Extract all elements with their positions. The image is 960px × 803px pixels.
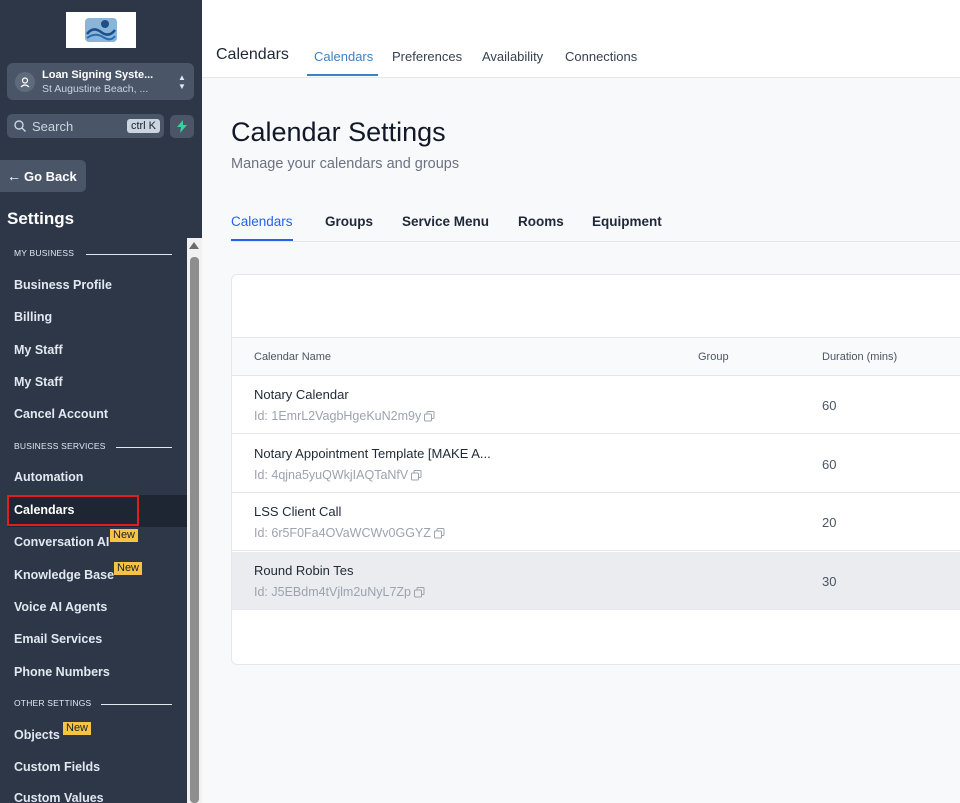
calendar-id-text: Id: 1EmrL2VagbHgeKuN2m9y (254, 409, 422, 423)
search-shortcut: ctrl K (126, 119, 160, 133)
sidebar-item-custom-values[interactable]: Custom Values (14, 791, 104, 803)
sidebar-item-calendars[interactable]: Calendars (14, 503, 75, 517)
sidebar-item-business-profile[interactable]: Business Profile (14, 278, 112, 292)
new-badge: New (114, 562, 143, 575)
calendars-table-card: Calendar Name Group Duration (mins) Nota… (231, 274, 960, 665)
calendar-id: Id: 4qjna5yuQWkjIAQTaNfV (254, 468, 422, 482)
arrow-left-icon: ← (7, 168, 21, 184)
quick-action-button[interactable] (170, 115, 194, 138)
sidebar-item-voice-ai-agents[interactable]: Voice AI Agents (14, 600, 108, 614)
calendar-id-text: Id: J5EBdm4tVjlm2uNyL7Zp (254, 585, 412, 599)
copy-icon[interactable] (433, 527, 445, 539)
company-logo[interactable] (66, 12, 136, 48)
new-badge: New (110, 529, 139, 542)
search-input[interactable]: Search ctrl K (7, 114, 164, 138)
search-placeholder: Search (32, 118, 74, 134)
page-subtitle: Manage your calendars and groups (231, 156, 460, 172)
sidebar-item-conversation-ai[interactable]: Conversation AI (14, 535, 110, 549)
calendar-duration: 60 (822, 457, 837, 472)
sidebar-item-objects[interactable]: Objects (14, 728, 60, 742)
active-subtab-indicator (231, 239, 293, 241)
sidebar: Loan Signing Syste... St Augustine Beach… (0, 0, 202, 803)
table-row[interactable]: LSS Client Call Id: 6r5F0Fa4OVaWCWv0GGYZ… (232, 493, 960, 551)
column-group[interactable]: Group (698, 351, 729, 363)
column-duration[interactable]: Duration (mins) (822, 351, 898, 363)
top-bar: Calendars Calendars Preferences Availabi… (202, 0, 960, 78)
section-divider (116, 447, 172, 448)
subtab-equipment[interactable]: Equipment (592, 214, 662, 229)
sidebar-item-my-staff[interactable]: My Staff (14, 343, 63, 357)
table-row[interactable]: Round Robin Tes Id: J5EBdm4tVjlm2uNyL7Zp… (232, 552, 960, 610)
table-row[interactable]: Notary Appointment Template [MAKE A... I… (232, 435, 960, 493)
tab-connections[interactable]: Connections (565, 49, 638, 64)
calendar-name[interactable]: Round Robin Tes (254, 563, 354, 578)
new-badge: New (63, 722, 92, 735)
table-row[interactable]: Notary Calendar Id: 1EmrL2VagbHgeKuN2m9y… (232, 376, 960, 434)
tab-availability[interactable]: Availability (482, 49, 544, 64)
subtab-groups[interactable]: Groups (325, 214, 374, 229)
copy-icon[interactable] (424, 410, 435, 422)
section-business-services: BUSINESS SERVICES (14, 441, 106, 451)
calendar-id: Id: 6r5F0Fa4OVaWCWv0GGYZ (254, 526, 445, 540)
sidebar-item-billing[interactable]: Billing (14, 310, 53, 324)
sidebar-item-custom-fields[interactable]: Custom Fields (14, 760, 101, 774)
column-calendar-name[interactable]: Calendar Name (254, 351, 332, 363)
subtab-rooms[interactable]: Rooms (518, 214, 564, 229)
scrollbar-thumb[interactable] (190, 257, 199, 803)
selection-outline (7, 495, 139, 526)
settings-title: Settings (7, 209, 75, 228)
tab-calendars[interactable]: Calendars (314, 49, 374, 64)
bolt-icon (177, 120, 187, 133)
user-pin-icon (15, 71, 35, 92)
sidebar-item-email-services[interactable]: Email Services (14, 632, 103, 646)
calendar-name[interactable]: Notary Appointment Template [MAKE A... (254, 446, 491, 461)
section-my-business: MY BUSINESS (14, 248, 75, 258)
calendar-name[interactable]: LSS Client Call (254, 504, 342, 519)
subtab-divider (231, 241, 960, 242)
table-header: Calendar Name Group Duration (mins) (232, 337, 960, 376)
subtab-calendars[interactable]: Calendars (231, 214, 293, 229)
calendar-duration: 60 (822, 398, 837, 413)
active-item-highlight (7, 495, 187, 527)
sidebar-item-automation[interactable]: Automation (14, 470, 84, 484)
account-location: St Augustine Beach, ... (42, 82, 149, 95)
section-other-settings: OTHER SETTINGS (14, 698, 92, 708)
calendar-duration: 20 (822, 515, 837, 530)
sidebar-item-my-staff-2[interactable]: My Staff (14, 375, 63, 389)
account-switcher[interactable]: Loan Signing Syste... St Augustine Beach… (7, 63, 194, 100)
search-icon (14, 120, 26, 132)
top-bar-title: Calendars (216, 46, 289, 63)
active-tab-indicator (307, 74, 378, 76)
sidebar-item-phone-numbers[interactable]: Phone Numbers (14, 665, 110, 679)
sidebar-item-knowledge-base[interactable]: Knowledge Base (14, 568, 115, 582)
calendar-id: Id: J5EBdm4tVjlm2uNyL7Zp (254, 585, 425, 599)
page-title: Calendar Settings (231, 117, 446, 147)
section-divider (86, 254, 172, 255)
calendar-id-text: Id: 4qjna5yuQWkjIAQTaNfV (254, 468, 409, 482)
calendar-id-text: Id: 6r5F0Fa4OVaWCWv0GGYZ (254, 526, 431, 540)
scroll-up-arrow-icon[interactable] (189, 242, 199, 249)
copy-icon[interactable] (411, 469, 422, 481)
go-back-button[interactable]: ← Go Back (0, 160, 86, 192)
copy-icon[interactable] (414, 586, 425, 598)
logo-icon (85, 18, 117, 42)
calendar-name[interactable]: Notary Calendar (254, 387, 349, 402)
subtab-service-menu[interactable]: Service Menu (402, 214, 490, 229)
calendar-duration: 30 (822, 574, 837, 589)
calendar-id: Id: 1EmrL2VagbHgeKuN2m9y (254, 409, 435, 423)
tab-preferences[interactable]: Preferences (392, 49, 463, 64)
chevron-updown-icon: ▲ ▼ (178, 72, 186, 91)
account-name: Loan Signing Syste... (42, 68, 154, 81)
section-divider (101, 704, 172, 705)
go-back-label: Go Back (24, 168, 77, 184)
sidebar-item-cancel-account[interactable]: Cancel Account (14, 407, 109, 421)
